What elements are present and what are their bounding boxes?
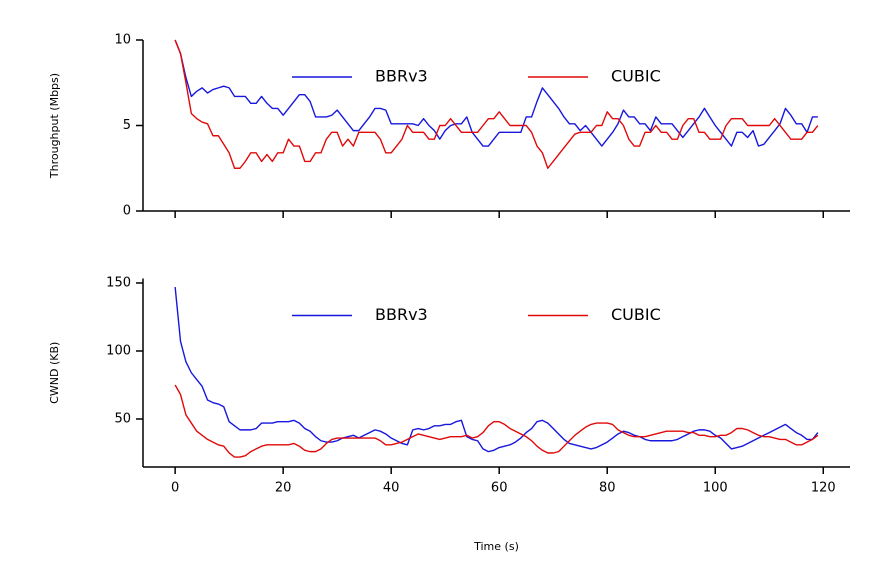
x-tick-label: 0 (171, 481, 179, 496)
x-tick-label: 120 (811, 481, 836, 496)
x-tick-label: 20 (275, 481, 292, 496)
legend-label: BBRv3 (375, 305, 428, 324)
legend-label: CUBIC (611, 305, 661, 324)
y-tick-label: 10 (114, 33, 131, 48)
x-tick-label: 80 (599, 481, 616, 496)
y-tick-label: 150 (106, 275, 131, 290)
x-tick-label: 100 (703, 481, 728, 496)
series-line (174, 39, 818, 147)
series-line (174, 286, 819, 453)
x-tick-label: 60 (491, 481, 508, 496)
y-axis-label: Throughput (Mbps) (48, 73, 61, 179)
y-tick-label: 100 (106, 343, 131, 358)
series-line (174, 39, 819, 169)
y-tick-label: 5 (123, 118, 131, 133)
y-axis-label: CWND (KB) (48, 342, 61, 404)
legend-label: CUBIC (611, 67, 661, 86)
y-tick-label: 0 (123, 204, 131, 219)
x-tick-label: 40 (383, 481, 400, 496)
legend-label: BBRv3 (375, 67, 428, 86)
series-line (174, 384, 819, 458)
y-tick-label: 50 (114, 411, 131, 426)
x-axis-label: Time (s) (473, 540, 519, 553)
